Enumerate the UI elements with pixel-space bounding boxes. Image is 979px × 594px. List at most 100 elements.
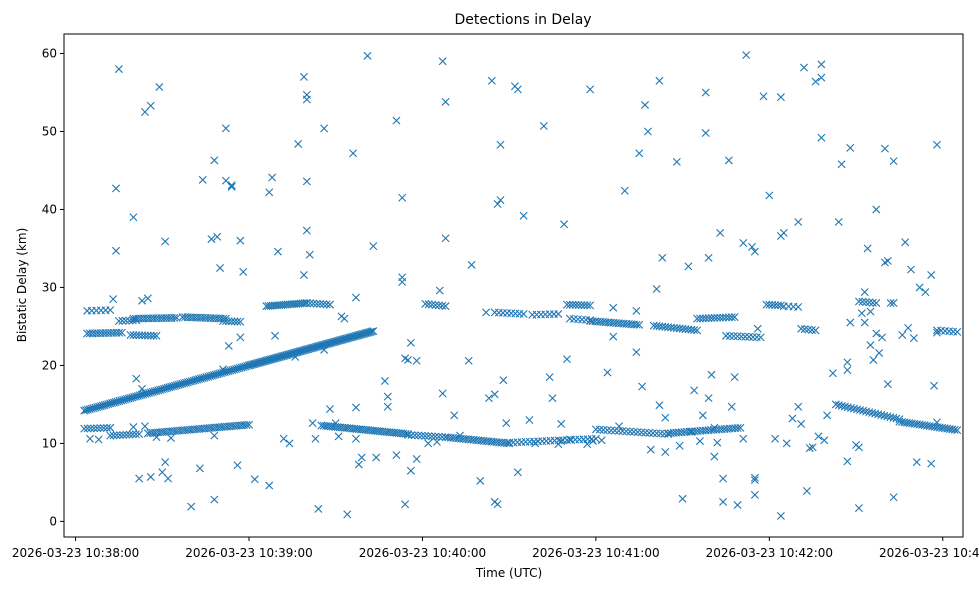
data-point-series-3 [915, 283, 924, 292]
data-point-series-3 [846, 143, 855, 152]
data-point-series-1 [583, 301, 592, 310]
data-point-series-3 [710, 452, 719, 461]
data-point-series-3 [646, 445, 655, 454]
data-point-series-3 [927, 459, 936, 468]
data-point-series-1 [114, 316, 123, 325]
y-tick-label: 60 [42, 46, 57, 60]
data-point-series-3 [843, 457, 852, 466]
data-point-series-0 [339, 335, 348, 344]
data-point-series-0 [277, 352, 286, 361]
data-point-series-1 [302, 299, 311, 308]
data-point-series-0 [274, 353, 283, 362]
data-point-series-3 [562, 355, 571, 364]
data-point-series-3 [432, 437, 441, 446]
data-point-series-3 [808, 443, 817, 452]
data-point-series-3 [114, 65, 123, 74]
data-point-series-0 [361, 329, 370, 338]
data-point-series-3 [557, 419, 566, 428]
data-point-series-0 [249, 360, 258, 369]
data-point-series-3 [311, 434, 320, 443]
data-point-series-0 [261, 356, 270, 365]
data-point-series-3 [187, 502, 196, 511]
data-point-series-3 [106, 423, 115, 432]
data-point-series-2 [664, 430, 673, 439]
data-point-series-2 [856, 406, 865, 415]
data-point-series-3 [932, 418, 941, 427]
data-point-series-1 [319, 300, 328, 309]
data-point-series-3 [701, 88, 710, 97]
data-point-series-3 [334, 432, 343, 441]
data-point-series-3 [314, 504, 323, 513]
data-point-series-2 [656, 429, 665, 438]
data-point-series-3 [227, 182, 236, 191]
data-point-series-1 [797, 324, 806, 333]
data-point-series-0 [354, 331, 363, 340]
data-point-series-3 [285, 439, 294, 448]
data-point-series-3 [909, 334, 918, 343]
data-point-series-1 [861, 298, 870, 307]
data-point-series-1 [727, 313, 736, 322]
data-point-series-3 [921, 288, 930, 297]
data-point-series-1 [690, 326, 699, 335]
data-point-series-3 [880, 144, 889, 153]
data-point-series-3 [158, 468, 167, 477]
data-point-series-3 [213, 232, 222, 241]
data-point-series-0 [342, 334, 351, 343]
data-point-series-0 [301, 345, 310, 354]
data-point-series-3 [412, 455, 421, 464]
data-point-series-3 [866, 341, 875, 350]
data-point-series-3 [146, 101, 155, 110]
data-point-series-3 [320, 124, 329, 133]
data-point-series-0 [298, 346, 307, 355]
data-point-series-1 [132, 331, 141, 340]
data-point-series-2 [431, 432, 440, 441]
data-point-series-3 [438, 389, 447, 398]
x-tick-label: 2026-03-23 10:40:00 [359, 546, 486, 560]
data-point-series-2 [843, 403, 852, 412]
data-point-series-3 [759, 92, 768, 101]
data-point-series-3 [814, 432, 823, 441]
data-point-series-0 [363, 328, 372, 337]
data-point-series-3 [325, 300, 334, 309]
data-point-series-2 [652, 429, 661, 438]
data-point-series-1 [794, 302, 803, 311]
data-point-series-0 [313, 342, 322, 351]
x-tick-label: 2026-03-23 10:41:00 [532, 546, 659, 560]
data-point-series-2 [245, 420, 253, 429]
data-point-series-2 [103, 423, 111, 432]
data-point-series-3 [713, 438, 722, 447]
data-point-series-1 [170, 313, 179, 322]
data-point-series-2 [736, 423, 745, 432]
data-point-series-0 [307, 344, 316, 353]
data-point-series-2 [242, 420, 251, 429]
data-point-series-2 [128, 430, 137, 439]
data-point-series-2 [424, 432, 433, 441]
data-point-series-2 [109, 431, 118, 440]
data-point-series-0 [267, 355, 276, 364]
data-point-series-2 [834, 401, 843, 410]
data-point-series-3 [739, 239, 748, 247]
data-point-series-0 [323, 339, 332, 348]
data-point-series-3 [354, 460, 363, 469]
x-tick-label: 2026-03-23 10:38:00 [12, 546, 139, 560]
data-point-series-3 [655, 401, 664, 410]
data-point-series-3 [675, 441, 684, 450]
data-point-series-3 [684, 262, 693, 271]
data-point-series-1 [748, 333, 757, 342]
data-point-series-3 [704, 394, 713, 403]
data-point-series-3 [603, 368, 612, 377]
data-point-series-3 [794, 217, 803, 226]
data-point-series-1 [632, 320, 641, 329]
plot-frame [63, 33, 964, 538]
data-point-series-3 [548, 394, 557, 403]
data-point-series-3 [164, 474, 173, 483]
data-point-series-3 [146, 472, 155, 481]
data-point-series-2 [90, 424, 98, 433]
data-point-series-2 [434, 432, 443, 441]
data-point-series-3 [930, 381, 939, 390]
data-point-series-3 [817, 133, 826, 142]
data-point-series-0 [335, 336, 344, 345]
data-point-series-3 [927, 270, 936, 279]
data-point-series-1 [756, 333, 765, 342]
data-point-series-1 [729, 332, 738, 341]
